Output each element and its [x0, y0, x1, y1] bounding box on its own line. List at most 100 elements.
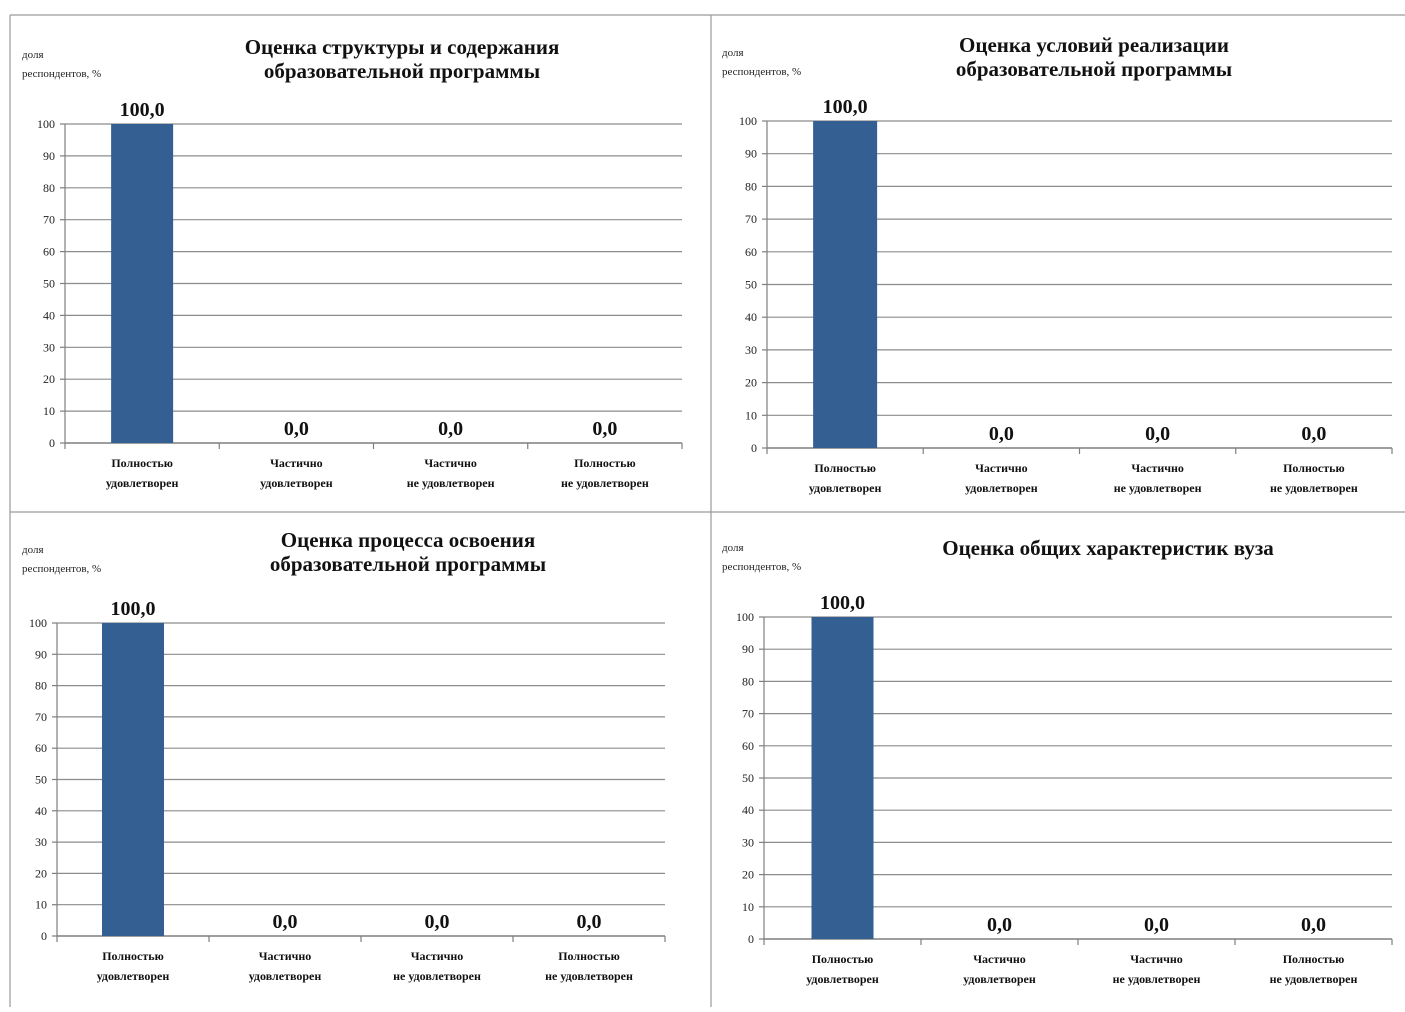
x-tick-label: Частично: [270, 456, 323, 470]
bar: [111, 124, 174, 443]
y-tick-label: 30: [43, 340, 55, 354]
chart-learning-process: доля респондентов, % Оценка процесса освое…: [10, 513, 710, 1007]
y-axis-label: доля: [722, 47, 744, 59]
chart-title: Оценка условий реализации: [959, 33, 1229, 57]
y-tick-label: 80: [43, 181, 55, 195]
y-tick-label: 70: [745, 212, 757, 226]
y-tick-label: 50: [745, 278, 757, 292]
y-tick-label: 100: [736, 610, 754, 624]
x-tick-label: Полностью: [814, 461, 876, 475]
x-tick-label: Полностью: [812, 952, 874, 966]
x-tick-label: не удовлетворен: [1270, 972, 1358, 986]
data-label: 100,0: [823, 96, 868, 118]
x-tick-label: Частично: [975, 461, 1028, 475]
y-tick-label: 40: [745, 310, 757, 324]
chart-implementation-conditions: доля респондентов, % Оценка условий реализ…: [712, 16, 1405, 511]
chart-title: образовательной программы: [270, 552, 546, 576]
y-tick-label: 80: [35, 679, 47, 693]
chart-title: Оценка общих характеристик вуза: [942, 536, 1274, 560]
data-label: 0,0: [577, 911, 602, 933]
x-tick-label: удовлетворен: [806, 972, 879, 986]
y-tick-label: 80: [745, 179, 757, 193]
x-tick-label: Частично: [1130, 952, 1183, 966]
y-tick-label: 70: [35, 710, 47, 724]
y-tick-label: 40: [742, 803, 754, 817]
data-label: 0,0: [284, 418, 309, 440]
x-tick-label: удовлетворен: [249, 969, 322, 983]
x-tick-label: не удовлетворен: [545, 969, 633, 983]
y-tick-label: 20: [742, 868, 754, 882]
x-tick-label: не удовлетворен: [1114, 481, 1202, 495]
y-tick-label: 20: [745, 376, 757, 390]
y-tick-label: 20: [35, 866, 47, 880]
x-tick-label: не удовлетворен: [407, 476, 495, 490]
chart-structure-content: доля респондентов, % Оценка структуры и со…: [10, 16, 710, 511]
y-tick-label: 0: [748, 932, 754, 946]
chart-title: образовательной программы: [264, 59, 540, 83]
y-axis-label: респондентов, %: [22, 563, 101, 575]
x-tick-label: Полностью: [574, 456, 636, 470]
y-tick-label: 60: [35, 741, 47, 755]
y-tick-label: 90: [745, 147, 757, 161]
y-tick-label: 80: [742, 674, 754, 688]
x-tick-label: удовлетворен: [260, 476, 333, 490]
data-label: 0,0: [1144, 914, 1169, 936]
y-tick-label: 100: [739, 114, 757, 128]
y-tick-label: 20: [43, 372, 55, 386]
x-tick-label: Частично: [259, 949, 312, 963]
y-tick-label: 0: [49, 436, 55, 450]
y-tick-label: 50: [43, 277, 55, 291]
chart-title: образовательной программы: [956, 57, 1232, 81]
y-tick-label: 50: [742, 771, 754, 785]
x-tick-label: удовлетворен: [97, 969, 170, 983]
y-axis-label: доля: [722, 542, 744, 554]
data-label: 0,0: [1301, 423, 1326, 445]
data-label: 0,0: [438, 418, 463, 440]
x-tick-label: не удовлетворен: [1270, 481, 1358, 495]
x-tick-label: удовлетворен: [965, 481, 1038, 495]
y-axis-label: доля: [22, 544, 44, 556]
y-tick-label: 60: [742, 739, 754, 753]
x-tick-label: удовлетворен: [963, 972, 1036, 986]
y-axis-label: доля: [22, 49, 44, 61]
chart-title: Оценка структуры и содержания: [245, 35, 560, 59]
chart-svg: доля респондентов, % Оценка процесса освое…: [22, 528, 666, 983]
y-tick-label: 30: [35, 835, 47, 849]
data-label: 0,0: [987, 914, 1012, 936]
y-tick-label: 30: [745, 343, 757, 357]
y-tick-label: 40: [35, 804, 47, 818]
bar: [813, 121, 878, 448]
x-tick-label: Полностью: [102, 949, 164, 963]
y-tick-label: 90: [742, 642, 754, 656]
y-axis-label: респондентов, %: [722, 561, 801, 573]
x-tick-label: удовлетворен: [106, 476, 179, 490]
y-tick-label: 50: [35, 773, 47, 787]
chart-svg: доля респондентов, % Оценка структуры и со…: [22, 35, 683, 490]
x-tick-label: Частично: [973, 952, 1026, 966]
x-tick-label: Полностью: [111, 456, 173, 470]
x-tick-label: удовлетворен: [809, 481, 882, 495]
data-label: 0,0: [273, 911, 298, 933]
y-tick-label: 60: [745, 245, 757, 259]
x-tick-label: не удовлетворен: [393, 969, 481, 983]
bar: [102, 623, 164, 936]
y-axis-label: респондентов, %: [722, 66, 801, 78]
bar: [811, 617, 874, 939]
x-tick-label: Частично: [1131, 461, 1184, 475]
y-tick-label: 90: [35, 647, 47, 661]
data-label: 0,0: [592, 418, 617, 440]
x-tick-label: Полностью: [558, 949, 620, 963]
y-tick-label: 0: [751, 441, 757, 455]
data-label: 100,0: [820, 592, 865, 614]
y-tick-label: 30: [742, 835, 754, 849]
x-tick-label: Частично: [411, 949, 464, 963]
y-tick-label: 100: [37, 117, 55, 131]
y-tick-label: 10: [742, 900, 754, 914]
x-tick-label: не удовлетворен: [561, 476, 649, 490]
y-tick-label: 40: [43, 308, 55, 322]
x-tick-label: Полностью: [1283, 952, 1345, 966]
data-label: 0,0: [425, 911, 450, 933]
y-tick-label: 90: [43, 149, 55, 163]
y-tick-label: 70: [43, 213, 55, 227]
